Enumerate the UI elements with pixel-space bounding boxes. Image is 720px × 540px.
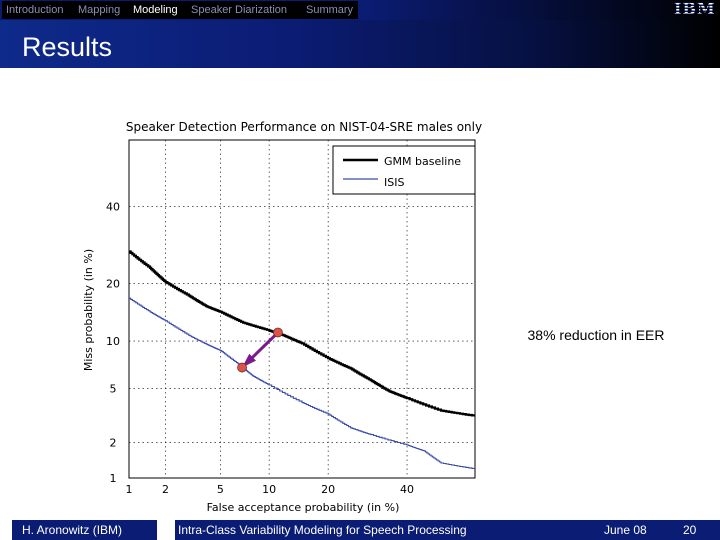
footer-date: June 08 [604,523,647,537]
legend-label-gmm: GMM baseline [384,155,461,168]
footer: H. Aronowitz (IBM) Intra-Class Variabili… [0,520,720,540]
footer-title-seg [175,520,575,540]
legend-box [332,145,476,195]
footer-gap [0,520,12,540]
series-layer [129,250,475,469]
x-tick-label: 2 [162,483,169,496]
eer-marker-baseline [273,327,283,338]
y-tick-label: 20 [106,277,120,290]
slide-title: Results [22,32,113,62]
ibm-logo: IBM [674,0,716,18]
top-nav-bar: Introduction Mapping Modeling Speaker Di… [0,0,720,20]
nav-item-summary[interactable]: Summary [306,4,354,16]
chart-legend: GMM baseline ISIS [332,145,476,195]
nav-item-introduction[interactable]: Introduction [6,4,64,16]
x-tick-label: 5 [217,483,224,496]
footer-author: H. Aronowitz (IBM) [22,523,123,537]
nav-item-speaker-diarization[interactable]: Speaker Diarization [191,4,287,16]
footer-gap [157,520,175,540]
eer-annotation [237,327,283,373]
chart-title: Speaker Detection Performance on NIST-04… [126,120,482,134]
reduction-label: 38% reduction in EER [528,327,665,343]
footer-right-seg [575,520,720,540]
nav-item-mapping[interactable]: Mapping [78,4,121,16]
y-tick-label: 1 [110,472,117,485]
y-tick-label: 10 [106,335,120,348]
footer-author-seg [12,520,157,540]
footer-talk-title: Intra-Class Variability Modeling for Spe… [178,523,467,537]
eer-marker-isis [237,362,247,373]
y-tick-label: 2 [110,436,117,449]
footer-page-number: 20 [683,523,697,537]
nav-item-modeling[interactable]: Modeling [133,4,178,16]
nav-box: Introduction Mapping Modeling Speaker Di… [2,1,358,19]
x-tick-label: 1 [126,483,133,496]
axis-ticks: 1 2 5 10 20 40 40 20 10 5 2 1 [106,200,414,496]
plot-frame [128,139,476,479]
series-line-isis [129,297,475,469]
y-axis-label: Miss probability (in %) [82,249,95,371]
series-line-gmm-baseline [129,250,475,417]
x-tick-label: 40 [400,483,414,496]
y-tick-label: 40 [106,200,120,213]
x-axis-label: False acceptance probability (in %) [207,501,400,514]
x-tick-label: 10 [262,483,276,496]
y-tick-label: 5 [110,383,117,396]
title-bar [0,20,720,68]
x-tick-label: 20 [321,483,335,496]
legend-label-isis: ISIS [384,176,404,189]
